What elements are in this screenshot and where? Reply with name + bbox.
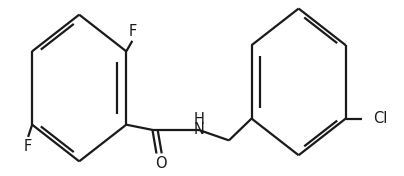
Text: H: H xyxy=(193,112,204,127)
Text: N: N xyxy=(193,122,204,137)
Text: F: F xyxy=(128,24,137,39)
Text: Cl: Cl xyxy=(373,111,387,126)
Text: O: O xyxy=(155,156,166,171)
Text: F: F xyxy=(24,139,32,154)
